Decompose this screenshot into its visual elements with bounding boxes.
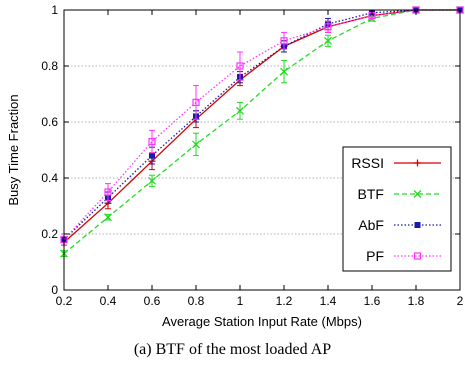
legend-label-abf: AbF <box>358 217 384 233</box>
data-point-abf <box>149 152 155 159</box>
y-tick-label: 1 <box>51 3 58 17</box>
x-tick-label: 0.6 <box>144 294 161 308</box>
x-tick-label: 1.6 <box>364 294 381 308</box>
x-tick-label: 1.2 <box>276 294 293 308</box>
data-point-pf <box>192 98 200 107</box>
legend-marker-btf <box>413 190 422 198</box>
data-point-pf <box>104 188 112 196</box>
data-point-pf <box>324 23 332 31</box>
legend-label-btf: BTF <box>358 186 384 202</box>
data-point-btf <box>280 67 288 76</box>
legend-marker-pf <box>413 252 422 260</box>
legend-box <box>342 146 452 272</box>
series-pf <box>60 6 464 246</box>
error-bar-pf <box>105 183 111 201</box>
x-tick-label: 0.4 <box>100 294 117 308</box>
x-tick-label: 0.2 <box>56 294 73 308</box>
y-tick-label: 0.2 <box>41 227 58 241</box>
data-point-pf <box>236 62 244 70</box>
legend-marker-abf <box>414 222 421 228</box>
plot-frame <box>63 9 461 291</box>
tick-layer: 00.20.40.60.810.2 0.4 0.6 0.8 1 1.2 1.4 1.6 1.8 2 <box>41 3 463 308</box>
error-bar-pf <box>149 129 155 154</box>
data-point-btf <box>148 176 156 185</box>
series-line-btf <box>63 9 460 255</box>
legend-label-rssi: RSSI <box>351 155 384 171</box>
data-point-btf <box>104 213 112 222</box>
data-point-btf <box>236 106 244 115</box>
data-point-pf <box>148 138 156 146</box>
x-tick-label: 1.4 <box>320 294 337 308</box>
x-tick-label: 1 <box>237 294 244 308</box>
y-tick-label: 0.8 <box>41 59 58 73</box>
error-bar-pf <box>281 31 287 50</box>
y-tick-label: 0.6 <box>41 115 58 129</box>
x-tick-label: 1.8 <box>408 294 425 308</box>
y-tick-label: 0.4 <box>41 171 58 185</box>
figure-caption: (a) BTF of the most loaded AP <box>133 341 332 358</box>
data-point-btf <box>324 36 332 45</box>
y-tick-label: 0 <box>51 283 58 297</box>
error-bar-pf <box>237 51 243 81</box>
series-line-rssi <box>63 9 460 243</box>
legend: RSSI BTF AbF PF <box>342 146 452 272</box>
data-point-pf <box>280 37 288 45</box>
x-tick-label: 0.8 <box>188 294 205 308</box>
legend-marker-rssi <box>414 159 421 167</box>
legend-label-pf: PF <box>366 248 384 264</box>
y-axis-label: Busy Time Fraction <box>6 94 21 205</box>
data-point-btf <box>192 140 200 149</box>
error-bar-pf <box>325 20 331 33</box>
error-bar-pf <box>193 85 199 120</box>
series-line-abf <box>63 9 460 241</box>
series-line-pf <box>63 9 460 241</box>
x-axis-label: Average Station Input Rate (Mbps) <box>162 314 362 329</box>
x-tick-label: 2 <box>457 294 464 308</box>
